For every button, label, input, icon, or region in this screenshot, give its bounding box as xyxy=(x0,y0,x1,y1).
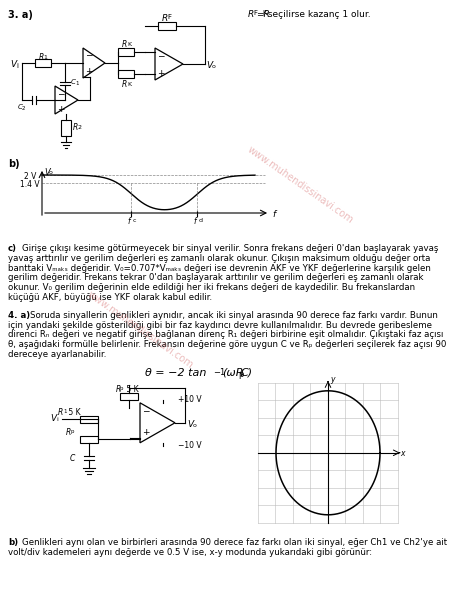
Text: R: R xyxy=(162,14,168,23)
Text: d: d xyxy=(199,218,202,223)
Text: R: R xyxy=(122,40,127,49)
Text: Girişe çıkışı kesime götürmeyecek bir sinyal verilir. Sonra frekans değeri 0'dan: Girişe çıkışı kesime götürmeyecek bir si… xyxy=(22,244,438,253)
Bar xyxy=(80,436,98,443)
Text: R: R xyxy=(58,408,63,417)
Text: C: C xyxy=(71,79,76,85)
Text: gerilim değeridir. Frekans tekrar 0'dan başlayarak arttırılır ve gerilim değerle: gerilim değeridir. Frekans tekrar 0'dan … xyxy=(8,273,423,283)
Text: b): b) xyxy=(8,159,19,169)
Text: 1: 1 xyxy=(63,409,66,414)
Text: +: + xyxy=(157,69,164,78)
Text: V: V xyxy=(10,60,16,69)
Text: −10 V: −10 V xyxy=(178,441,201,450)
Text: Soruda sinyallerin genlikleri aynıdır, ancak iki sinyal arasında 90 derece faz f: Soruda sinyallerin genlikleri aynıdır, a… xyxy=(30,311,438,320)
Text: +: + xyxy=(57,105,64,114)
Text: f: f xyxy=(272,210,275,219)
Text: R: R xyxy=(116,385,121,394)
Text: =R: =R xyxy=(256,10,270,19)
Text: 4. a): 4. a) xyxy=(8,311,30,320)
Text: −: − xyxy=(57,89,64,98)
Text: −: − xyxy=(85,50,92,59)
Text: 5 K: 5 K xyxy=(124,385,138,394)
Text: 3. a): 3. a) xyxy=(8,10,33,20)
Text: p: p xyxy=(71,429,74,434)
Text: −: − xyxy=(157,51,164,60)
Text: o: o xyxy=(212,64,216,69)
Text: V: V xyxy=(187,420,193,429)
Text: Genlikleri aynı olan ve birbirleri arasında 90 derece faz farkı olan iki sinyal,: Genlikleri aynı olan ve birbirleri arası… xyxy=(22,538,447,547)
Text: 1: 1 xyxy=(75,81,79,86)
Text: K: K xyxy=(127,42,131,47)
Text: 5 K: 5 K xyxy=(66,408,81,417)
Text: i: i xyxy=(16,63,18,69)
Text: 2: 2 xyxy=(78,125,82,130)
Text: 1.4 V: 1.4 V xyxy=(20,180,40,189)
Text: +: + xyxy=(142,428,149,437)
Text: x: x xyxy=(400,449,404,458)
Text: −: − xyxy=(142,406,149,415)
Text: 2: 2 xyxy=(22,106,26,111)
Text: 2 V: 2 V xyxy=(24,172,36,181)
Text: V: V xyxy=(50,414,56,423)
Text: R: R xyxy=(39,53,44,62)
Bar xyxy=(120,393,138,400)
Text: www.muhendissinavi.com: www.muhendissinavi.com xyxy=(245,145,355,226)
Bar xyxy=(35,59,51,67)
Text: o: o xyxy=(49,170,53,175)
Text: C: C xyxy=(18,104,23,110)
Text: +: + xyxy=(85,67,92,76)
Text: V: V xyxy=(206,61,212,70)
Text: f: f xyxy=(193,217,196,226)
Text: C: C xyxy=(70,454,75,463)
Bar xyxy=(118,70,134,78)
Text: p: p xyxy=(120,386,124,391)
Text: direnci Rₙ değeri ve negatif girişe bağlanan direnç R₁ değeri birbirine eşit olm: direnci Rₙ değeri ve negatif girişe bağl… xyxy=(8,330,443,340)
Text: seçilirse kazanç 1 olur.: seçilirse kazanç 1 olur. xyxy=(265,10,371,19)
Text: b): b) xyxy=(8,538,18,547)
Text: c: c xyxy=(132,218,136,223)
Text: −1: −1 xyxy=(213,368,225,377)
Text: volt/div kademeleri aynı değerde ve 0.5 V ise, x-y modunda yukarıdaki gibi görün: volt/div kademeleri aynı değerde ve 0.5 … xyxy=(8,547,372,557)
Text: F: F xyxy=(253,10,257,16)
Text: +10 V: +10 V xyxy=(178,395,201,404)
Text: okunur. V₀ gerilim değerinin elde edildiği her iki frekans değeri de kaydedilir.: okunur. V₀ gerilim değerinin elde edildi… xyxy=(8,283,415,292)
Text: θ, aşağıdaki formülle belirlenir. Frekansın değerine göre uygun C ve Rₚ değerler: θ, aşağıdaki formülle belirlenir. Frekan… xyxy=(8,340,447,349)
Bar xyxy=(118,48,134,56)
Text: c): c) xyxy=(8,244,17,253)
Text: dereceye ayarlanabilir.: dereceye ayarlanabilir. xyxy=(8,350,106,359)
Text: C): C) xyxy=(241,368,253,378)
Bar xyxy=(80,416,98,423)
Text: V: V xyxy=(44,168,50,177)
Text: banttaki Vₘₐₖₛ değeridir. V₀=0.707*Vₘₐₖₛ değeri ise devrenin AKF ve YKF değerler: banttaki Vₘₐₖₛ değeridir. V₀=0.707*Vₘₐₖₛ… xyxy=(8,264,431,273)
Text: i: i xyxy=(56,417,58,422)
Bar xyxy=(158,22,176,30)
Text: K: K xyxy=(262,10,266,16)
Text: y: y xyxy=(330,375,335,384)
Text: için yandaki şekilde gösterildiği gibi bir faz kaydırıcı devre kullanılmalıdır. : için yandaki şekilde gösterildiği gibi b… xyxy=(8,321,432,330)
Text: f: f xyxy=(128,217,130,226)
Text: p: p xyxy=(238,370,243,379)
Text: 1: 1 xyxy=(43,55,47,60)
Text: F: F xyxy=(167,14,171,20)
Text: K: K xyxy=(127,82,131,87)
Text: R: R xyxy=(122,80,127,89)
Text: R: R xyxy=(73,123,78,132)
Text: (ωR: (ωR xyxy=(222,368,244,378)
Text: R: R xyxy=(248,10,254,19)
Text: www.muhendissinavi.com: www.muhendissinavi.com xyxy=(85,289,195,370)
Text: küçüğü AKF, büyüğü ise YKF olarak kabul edilir.: küçüğü AKF, büyüğü ise YKF olarak kabul … xyxy=(8,293,212,302)
Bar xyxy=(61,120,71,136)
Text: θ = −2 tan: θ = −2 tan xyxy=(145,368,206,378)
Text: R: R xyxy=(66,428,71,437)
Text: yavaş arttırılır ve gerilim değerleri eş zamanlı olarak okunur. Çıkışın maksimum: yavaş arttırılır ve gerilim değerleri eş… xyxy=(8,254,430,263)
Text: o: o xyxy=(193,423,197,428)
